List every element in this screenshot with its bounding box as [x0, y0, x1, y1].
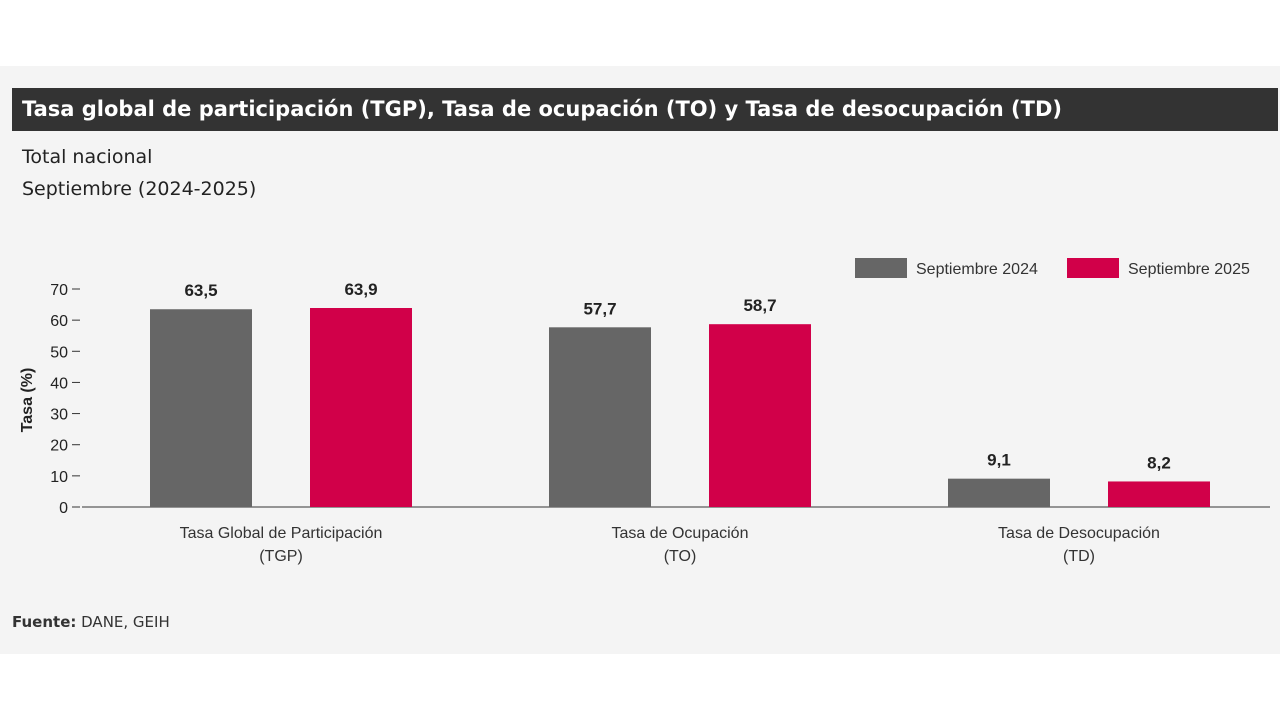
bar-value-label: 8,2 — [1147, 453, 1171, 472]
y-tick-label: 10 — [50, 469, 68, 486]
chart-subtitle-period: Septiembre (2024-2025) — [22, 178, 257, 200]
y-tick-label: 40 — [50, 375, 68, 392]
bar-value-label: 57,7 — [583, 299, 616, 318]
legend-label: Septiembre 2024 — [916, 261, 1038, 278]
bar-value-label: 63,9 — [344, 280, 377, 299]
bar-value-label: 58,7 — [743, 296, 776, 315]
bar-value-label: 9,1 — [987, 451, 1011, 470]
source-text: DANE, GEIH — [76, 613, 170, 631]
bar-2024 — [150, 309, 252, 507]
y-tick-label: 60 — [50, 313, 68, 330]
bar-2024 — [948, 478, 1050, 507]
bar-chart: 0 10 20 30 40 50 60 70 Tasa (%) 63,5 57,7 9,1 63,9 58… — [19, 258, 1270, 565]
bar-2025 — [310, 307, 412, 507]
chart-title: Tasa global de participación (TGP), Tasa… — [12, 88, 1278, 131]
y-tick-label: 20 — [50, 438, 68, 455]
y-tick-label: 70 — [50, 282, 68, 299]
x-category-label: Tasa Global de Participación — [180, 525, 383, 542]
source-label: Fuente: — [12, 613, 77, 631]
bar-2024 — [549, 327, 651, 507]
y-tick-label: 0 — [59, 500, 68, 517]
legend-swatch — [1067, 258, 1119, 278]
x-category-label: (TO) — [664, 548, 697, 565]
legend-swatch — [855, 258, 907, 278]
chart-panel: Tasa global de participación (TGP), Tasa… — [0, 66, 1280, 654]
bar-2025 — [1108, 481, 1210, 507]
source-note: Fuente: DANE, GEIH — [12, 613, 170, 631]
x-category-label: (TGP) — [259, 548, 303, 565]
x-category-label: Tasa de Ocupación — [612, 525, 749, 542]
x-category-label: (TD) — [1063, 548, 1095, 565]
y-axis-title: Tasa (%) — [19, 368, 36, 433]
y-tick-label: 50 — [50, 344, 68, 361]
y-tick-label: 30 — [50, 407, 68, 424]
bar-2025 — [709, 324, 811, 507]
legend-label: Septiembre 2025 — [1128, 261, 1250, 278]
x-category-label: Tasa de Desocupación — [998, 525, 1160, 542]
bar-value-label: 63,5 — [184, 281, 217, 300]
chart-subtitle-scope: Total nacional — [22, 146, 153, 168]
